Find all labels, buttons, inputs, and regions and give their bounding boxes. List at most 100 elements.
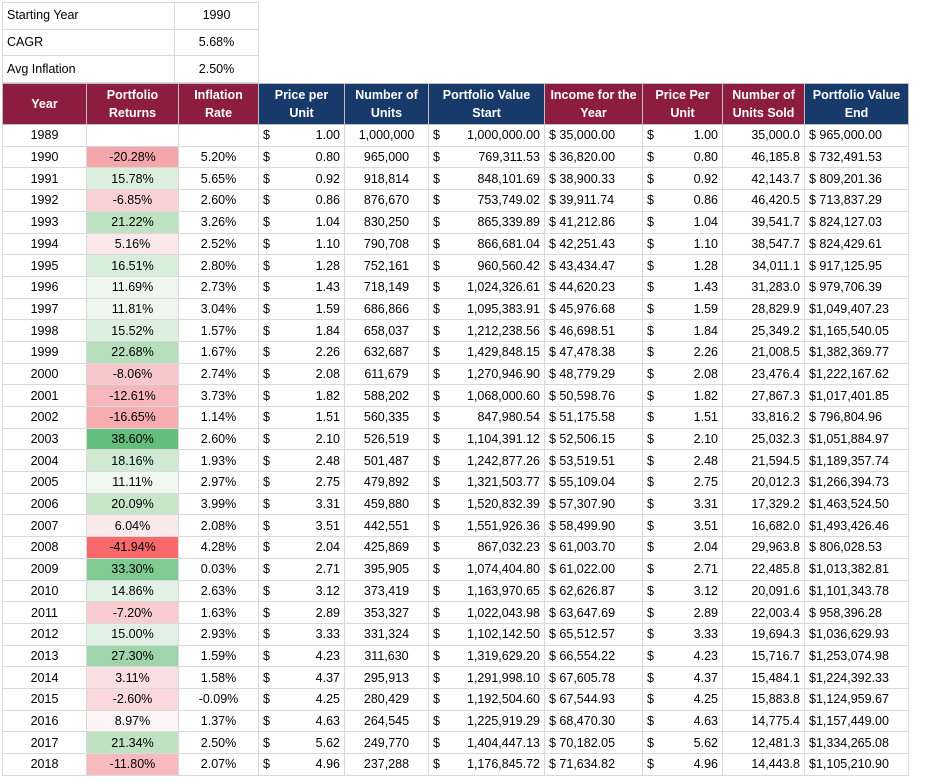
number-of-units-cell[interactable]: 295,913 (344, 666, 429, 689)
number-of-units-cell[interactable]: 632,687 (344, 340, 429, 364)
units-sold-cell[interactable]: 15,484.1 (722, 666, 805, 689)
column-header[interactable]: Number of Units (344, 83, 429, 126)
number-of-units-cell[interactable]: 876,670 (344, 189, 429, 212)
income-cell[interactable]: $ 61,003.70 (544, 536, 643, 559)
portfolio-value-start-cell[interactable]: $1,319,629.20 (428, 644, 545, 668)
portfolio-return-cell[interactable]: -7.20% (86, 601, 179, 624)
price-per-unit-cell[interactable]: $1.59 (258, 297, 345, 321)
portfolio-value-start-cell[interactable]: $865,339.89 (428, 210, 545, 234)
inflation-rate-cell[interactable]: 5.20% (178, 145, 259, 169)
price-per-unit-cell[interactable]: $0.80 (258, 145, 345, 169)
portfolio-return-cell[interactable]: 16.51% (86, 254, 179, 277)
income-cell[interactable]: $ 38,900.33 (544, 167, 643, 191)
number-of-units-cell[interactable]: 752,161 (344, 254, 429, 277)
portfolio-return-cell[interactable]: 14.86% (86, 579, 179, 603)
units-sold-cell[interactable]: 42,143.7 (722, 167, 805, 191)
portfolio-return-cell[interactable]: 5.16% (86, 232, 179, 256)
inflation-rate-cell[interactable]: 1.93% (178, 449, 259, 473)
number-of-units-cell[interactable]: 686,866 (344, 297, 429, 321)
income-cell[interactable]: $ 44,620.23 (544, 275, 643, 299)
portfolio-return-cell[interactable]: 11.69% (86, 275, 179, 299)
portfolio-return-cell[interactable]: 11.81% (86, 297, 179, 321)
number-of-units-cell[interactable]: 237,288 (344, 753, 429, 776)
number-of-units-cell[interactable]: 459,880 (344, 492, 429, 516)
income-cell[interactable]: $ 36,820.00 (544, 145, 643, 169)
price-per-unit-sold-cell[interactable]: $2.89 (642, 601, 723, 624)
portfolio-value-start-cell[interactable]: $847,980.54 (428, 406, 545, 429)
portfolio-return-cell[interactable]: 21.22% (86, 210, 179, 234)
units-sold-cell[interactable]: 28,829.9 (722, 297, 805, 321)
price-per-unit-sold-cell[interactable]: $2.10 (642, 427, 723, 451)
income-cell[interactable]: $ 58,499.90 (544, 514, 643, 538)
income-cell[interactable]: $ 66,554.22 (544, 644, 643, 668)
price-per-unit-cell[interactable]: $1.82 (258, 384, 345, 407)
portfolio-value-end-cell[interactable]: $ 824,429.61 (804, 232, 909, 256)
income-cell[interactable]: $ 71,634.82 (544, 753, 643, 776)
price-per-unit-cell[interactable]: $1.04 (258, 210, 345, 234)
portfolio-value-end-cell[interactable]: $1,334,265.08 (804, 731, 909, 754)
income-cell[interactable]: $ 55,109.04 (544, 471, 643, 494)
year-cell[interactable]: 2005 (2, 471, 87, 494)
portfolio-value-start-cell[interactable]: $1,291,998.10 (428, 666, 545, 689)
units-sold-cell[interactable]: 38,547.7 (722, 232, 805, 256)
year-cell[interactable]: 1999 (2, 340, 87, 364)
portfolio-value-start-cell[interactable]: $1,074,404.80 (428, 557, 545, 581)
price-per-unit-cell[interactable]: $3.31 (258, 492, 345, 516)
units-sold-cell[interactable]: 21,008.5 (722, 340, 805, 364)
inflation-rate-cell[interactable]: 0.03% (178, 557, 259, 581)
number-of-units-cell[interactable]: 395,905 (344, 557, 429, 581)
portfolio-value-start-cell[interactable]: $753,749.02 (428, 189, 545, 212)
portfolio-return-cell[interactable]: 33.30% (86, 557, 179, 581)
portfolio-value-start-cell[interactable]: $1,429,848.15 (428, 340, 545, 364)
portfolio-value-end-cell[interactable]: $ 732,491.53 (804, 145, 909, 169)
portfolio-value-start-cell[interactable]: $1,242,877.26 (428, 449, 545, 473)
units-sold-cell[interactable]: 29,963.8 (722, 536, 805, 559)
units-sold-cell[interactable]: 22,485.8 (722, 557, 805, 581)
income-cell[interactable]: $ 35,000.00 (544, 124, 643, 147)
portfolio-value-end-cell[interactable]: $1,157,449.00 (804, 709, 909, 733)
price-per-unit-cell[interactable]: $4.25 (258, 687, 345, 711)
portfolio-return-cell[interactable]: 3.11% (86, 666, 179, 689)
year-cell[interactable]: 2003 (2, 427, 87, 451)
number-of-units-cell[interactable]: 331,324 (344, 622, 429, 646)
price-per-unit-cell[interactable]: $4.37 (258, 666, 345, 689)
number-of-units-cell[interactable]: 442,551 (344, 514, 429, 538)
units-sold-cell[interactable]: 14,775.4 (722, 709, 805, 733)
price-per-unit-sold-cell[interactable]: $5.62 (642, 731, 723, 754)
units-sold-cell[interactable]: 19,694.3 (722, 622, 805, 646)
price-per-unit-cell[interactable]: $4.23 (258, 644, 345, 668)
year-cell[interactable]: 2001 (2, 384, 87, 407)
units-sold-cell[interactable]: 25,349.2 (722, 319, 805, 342)
number-of-units-cell[interactable]: 479,892 (344, 471, 429, 494)
number-of-units-cell[interactable]: 526,519 (344, 427, 429, 451)
inflation-rate-cell[interactable]: 2.07% (178, 753, 259, 776)
price-per-unit-sold-cell[interactable]: $2.48 (642, 449, 723, 473)
portfolio-return-cell[interactable]: -6.85% (86, 189, 179, 212)
inflation-rate-cell[interactable]: 2.60% (178, 427, 259, 451)
portfolio-value-start-cell[interactable]: $1,212,238.56 (428, 319, 545, 342)
inflation-rate-cell[interactable]: 4.28% (178, 536, 259, 559)
year-cell[interactable]: 2018 (2, 753, 87, 776)
price-per-unit-sold-cell[interactable]: $0.80 (642, 145, 723, 169)
income-cell[interactable]: $ 70,182.05 (544, 731, 643, 754)
portfolio-return-cell[interactable]: -16.65% (86, 406, 179, 429)
portfolio-return-cell[interactable]: 38.60% (86, 427, 179, 451)
year-cell[interactable]: 1991 (2, 167, 87, 191)
year-cell[interactable]: 2010 (2, 579, 87, 603)
summary-label[interactable]: Starting Year (2, 2, 175, 30)
portfolio-value-start-cell[interactable]: $1,104,391.12 (428, 427, 545, 451)
year-cell[interactable]: 2011 (2, 601, 87, 624)
number-of-units-cell[interactable]: 560,335 (344, 406, 429, 429)
price-per-unit-sold-cell[interactable]: $3.33 (642, 622, 723, 646)
inflation-rate-cell[interactable]: 3.04% (178, 297, 259, 321)
portfolio-return-cell[interactable]: 27.30% (86, 644, 179, 668)
number-of-units-cell[interactable]: 965,000 (344, 145, 429, 169)
portfolio-value-end-cell[interactable]: $ 806,028.53 (804, 536, 909, 559)
price-per-unit-sold-cell[interactable]: $4.96 (642, 753, 723, 776)
portfolio-return-cell[interactable]: 21.34% (86, 731, 179, 754)
inflation-rate-cell[interactable]: 2.74% (178, 362, 259, 386)
portfolio-value-end-cell[interactable]: $1,013,382.81 (804, 557, 909, 581)
inflation-rate-cell[interactable]: 1.14% (178, 406, 259, 429)
year-cell[interactable]: 2008 (2, 536, 87, 559)
units-sold-cell[interactable]: 17,329.2 (722, 492, 805, 516)
